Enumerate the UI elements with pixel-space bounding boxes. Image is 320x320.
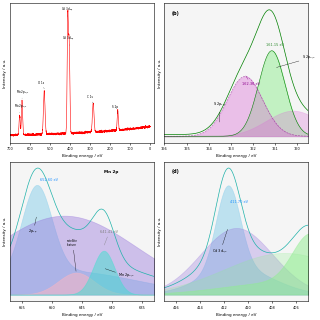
Y-axis label: Intensity / a.u.: Intensity / a.u. [4, 217, 7, 246]
Text: Mn 2p$_{3/2}$: Mn 2p$_{3/2}$ [16, 88, 29, 98]
Text: Cd 3d$_{3/2}$: Cd 3d$_{3/2}$ [212, 229, 228, 256]
Text: Cd 3d$_{5/2}$: Cd 3d$_{5/2}$ [61, 6, 74, 16]
Text: Cd 3d$_{5/2}$: Cd 3d$_{5/2}$ [0, 319, 1, 320]
X-axis label: Binding energy / eV: Binding energy / eV [62, 313, 102, 316]
Text: (b): (b) [172, 11, 180, 16]
Text: satellite
feature: satellite feature [67, 239, 78, 271]
Text: Cd 3d$_{3/2}$: Cd 3d$_{3/2}$ [62, 35, 75, 45]
Text: 404.80 eV: 404.80 eV [0, 319, 1, 320]
Text: 652.60 eV: 652.60 eV [40, 178, 58, 182]
Text: (d): (d) [172, 169, 180, 174]
Text: Mn 2p$_{1/2}$: Mn 2p$_{1/2}$ [14, 103, 27, 113]
Text: S 2p: S 2p [112, 105, 118, 113]
X-axis label: Binding energy / eV: Binding energy / eV [216, 154, 257, 158]
Y-axis label: Intensity / a.u.: Intensity / a.u. [158, 217, 162, 246]
Text: Mn 2p$_{3/2}$: Mn 2p$_{3/2}$ [105, 269, 135, 280]
Text: 411.70 eV: 411.70 eV [230, 200, 248, 204]
Text: S 2p$_{1/2}$: S 2p$_{1/2}$ [213, 101, 227, 122]
Text: 162.36 eV: 162.36 eV [242, 76, 260, 86]
Text: 2p$_{1/2}$: 2p$_{1/2}$ [28, 217, 38, 236]
Text: 161.15 eV: 161.15 eV [266, 44, 284, 47]
Text: Mn 2p: Mn 2p [104, 170, 118, 174]
Y-axis label: Intensity / a.u.: Intensity / a.u. [4, 58, 7, 88]
X-axis label: Binding energy / eV: Binding energy / eV [62, 154, 102, 158]
X-axis label: Binding energy / eV: Binding energy / eV [216, 313, 257, 316]
Text: O 1s: O 1s [38, 81, 44, 89]
Y-axis label: Intensity / a.u.: Intensity / a.u. [158, 58, 162, 88]
Text: 641.41 eV: 641.41 eV [100, 230, 118, 245]
Text: S 2p$_{3/2}$: S 2p$_{3/2}$ [276, 54, 315, 68]
Text: C 1s: C 1s [87, 95, 93, 103]
